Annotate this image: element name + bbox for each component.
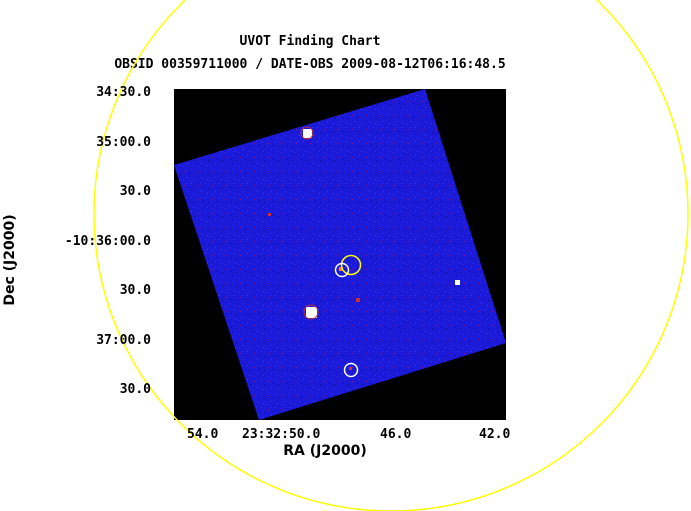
star-source <box>306 307 317 318</box>
star-sources <box>268 126 460 370</box>
y-tick-label: 37:00.0 <box>96 333 151 348</box>
y-tick-label: 30.0 <box>119 382 151 397</box>
y-tick-label: -10:36:00.0 <box>64 234 151 249</box>
exposure-field <box>174 89 506 420</box>
star-source <box>455 280 460 285</box>
x-tick-label: 23:32:50.0 <box>242 427 321 442</box>
star-source <box>339 267 343 271</box>
source-marker-circle <box>334 262 350 278</box>
x-tick-label: 42.0 <box>479 427 511 442</box>
x-tick-label: 54.0 <box>187 427 219 442</box>
target-error-circle <box>340 254 362 276</box>
y-axis-label: Dec (J2000) <box>2 214 18 306</box>
y-tick-label: 35:00.0 <box>96 135 151 150</box>
star-source <box>268 213 271 216</box>
y-tick-label: 34:30.0 <box>96 85 151 100</box>
x-tick-label: 46.0 <box>380 427 412 442</box>
x-axis-label: RA (J2000) <box>283 443 367 459</box>
y-tick-label: 30.0 <box>119 283 151 298</box>
star-source <box>303 129 312 138</box>
chart-title: UVOT Finding Chart <box>239 34 381 49</box>
y-tick-label: 30.0 <box>119 184 151 199</box>
large-error-circle <box>93 0 689 511</box>
star-source <box>349 367 352 370</box>
source-marker-circle <box>343 362 359 378</box>
star-source <box>356 298 360 302</box>
chart-subtitle: OBSID 00359711000 / DATE-OBS 2009-08-12T… <box>114 57 506 72</box>
axis-ticks <box>174 92 496 420</box>
